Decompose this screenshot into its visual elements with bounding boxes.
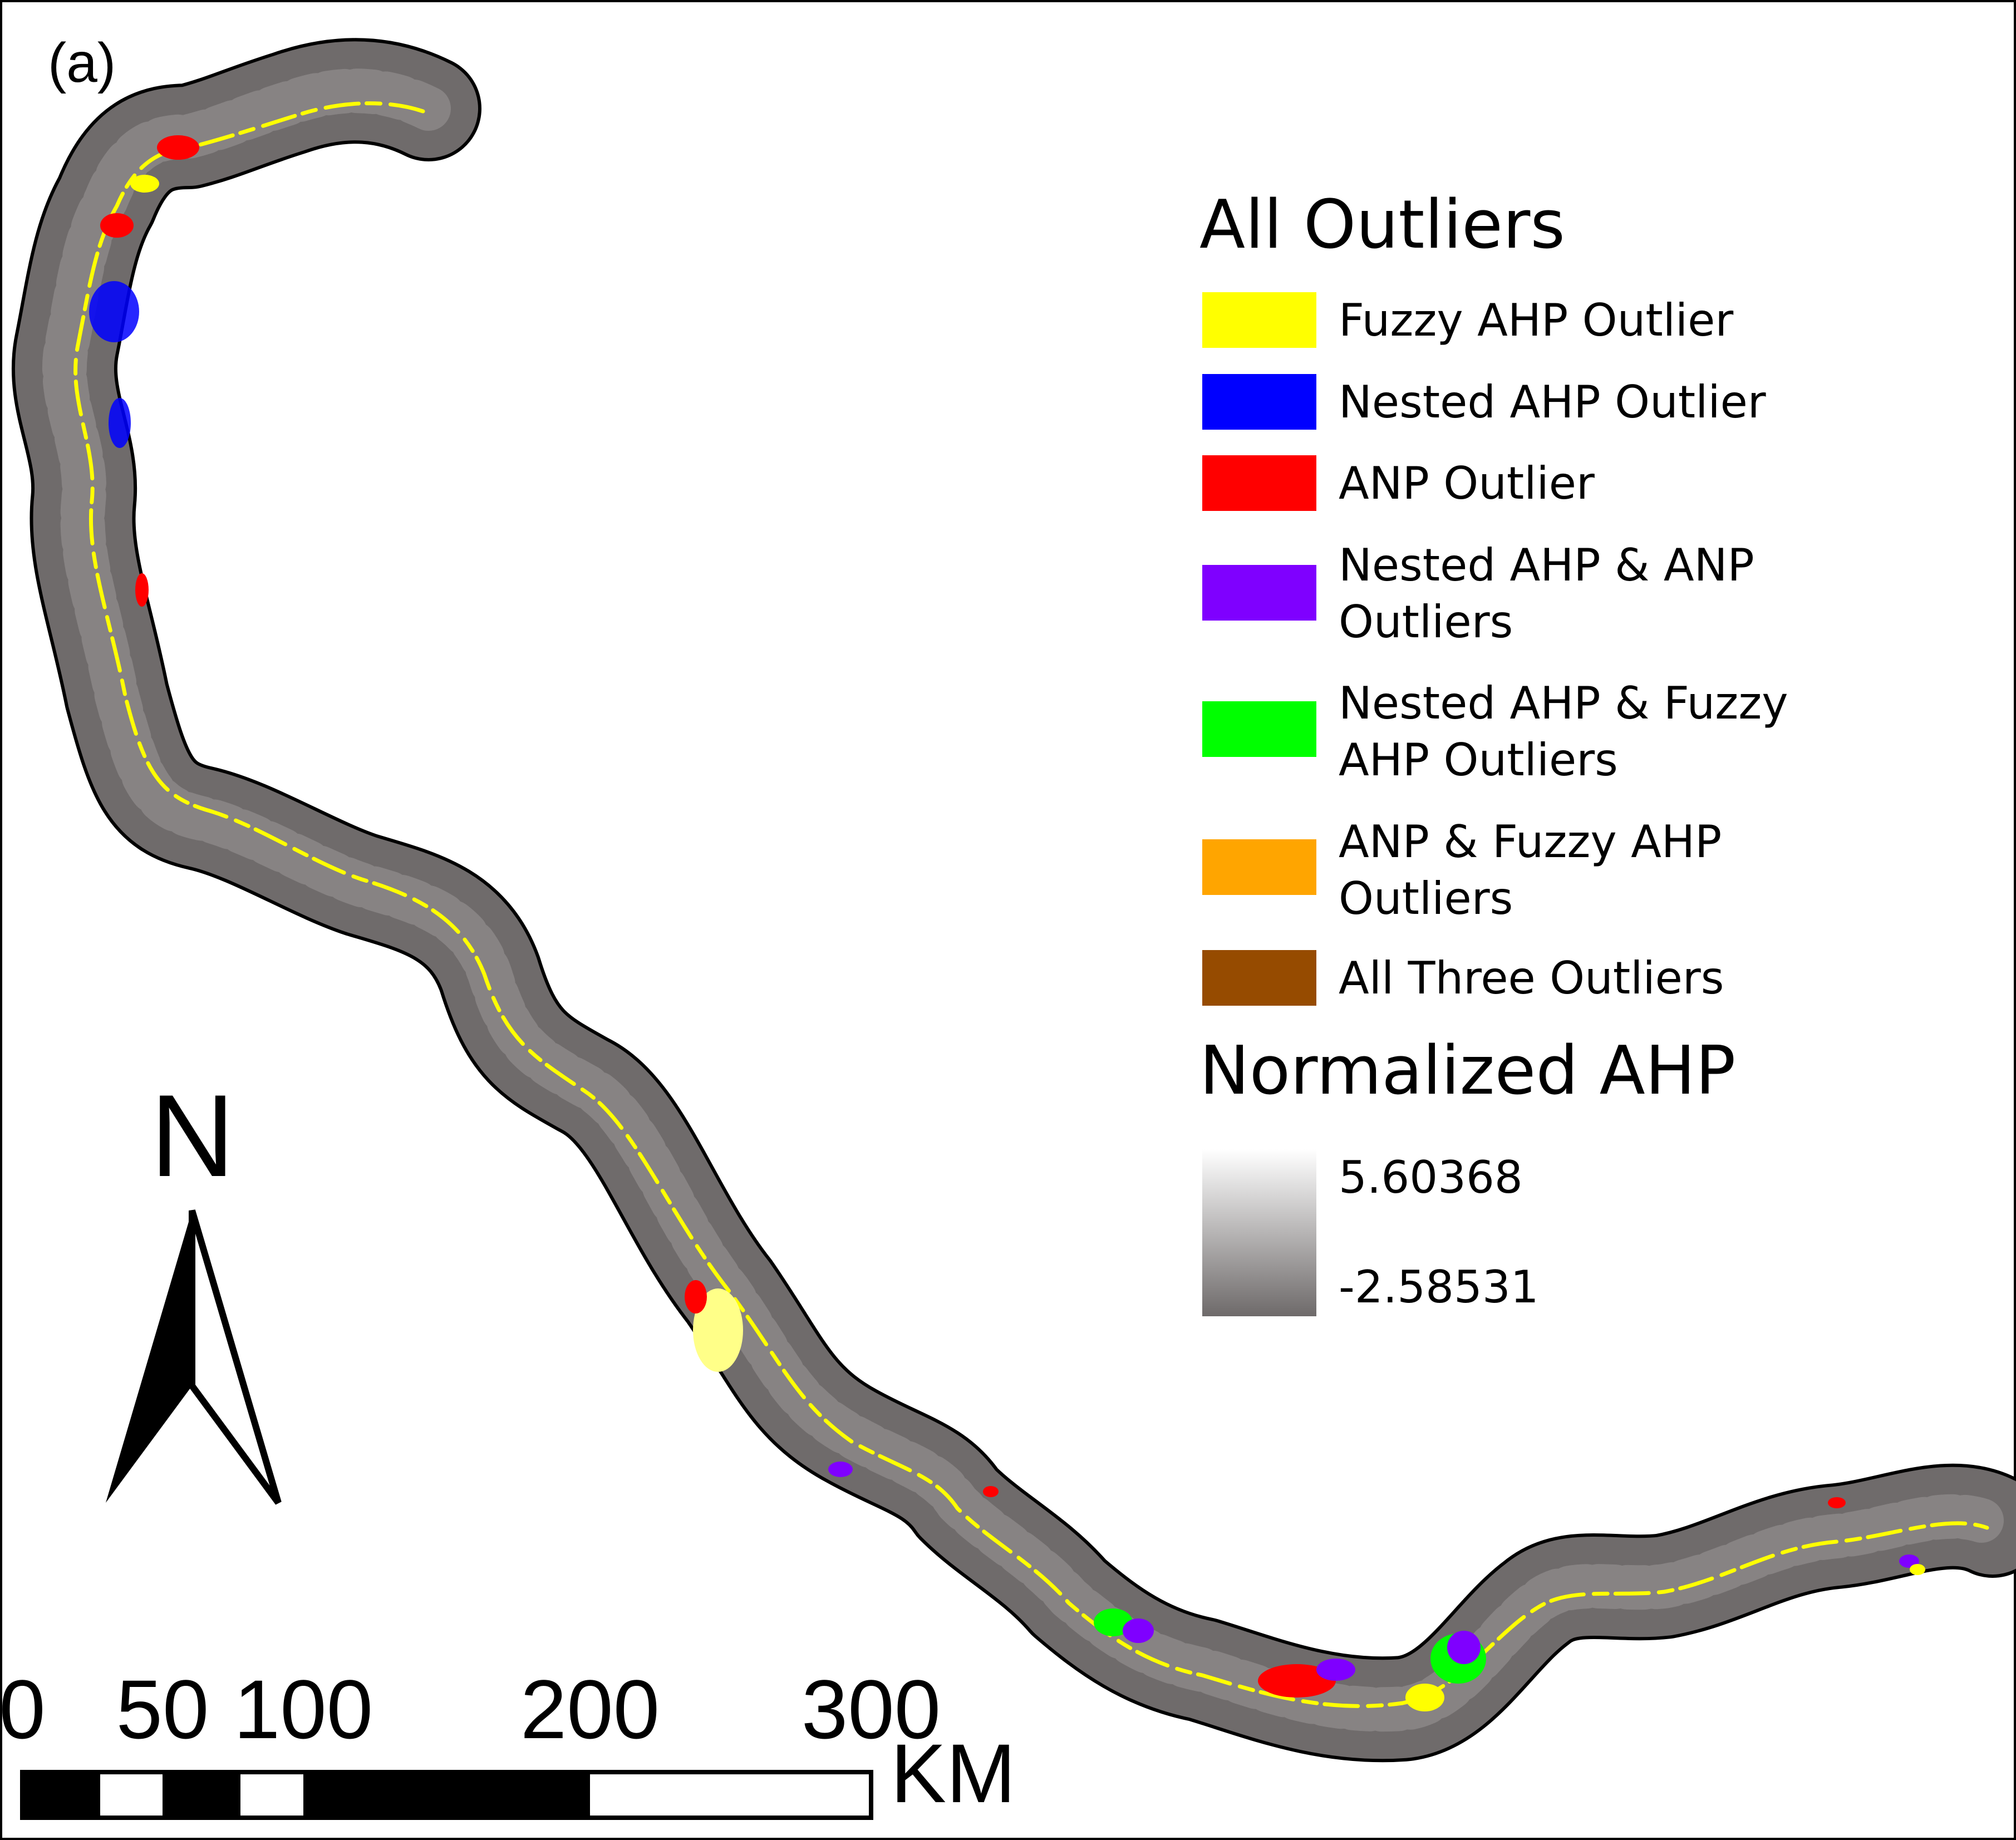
anp-outlier-patch bbox=[1828, 1497, 1846, 1508]
scale-bar-segment bbox=[163, 1772, 240, 1818]
river-corridor-texture bbox=[42, 68, 2015, 1732]
legend-label-nested-anp: Nested AHP & ANP Outliers bbox=[1339, 539, 1754, 648]
legend-swatch-nested-anp bbox=[1202, 565, 1316, 621]
anp-outlier-patch bbox=[157, 135, 199, 160]
north-label: N bbox=[150, 1070, 235, 1201]
legend-swatch-fuzzy-ahp bbox=[1202, 292, 1316, 348]
legend-outliers-title: All Outliers bbox=[1199, 186, 1565, 264]
anp-outlier-patch bbox=[1258, 1664, 1336, 1698]
legend-swatch-nested-ahp bbox=[1202, 374, 1316, 430]
scale-bar-segment bbox=[22, 1772, 100, 1818]
legend-swatch-all-three bbox=[1202, 950, 1316, 1006]
legend-gradient-title: Normalized AHP bbox=[1199, 1032, 1736, 1110]
fuzzy-ahp-outlier-patch bbox=[1405, 1684, 1444, 1711]
panel-label: (a) bbox=[48, 32, 116, 94]
scale-unit-label: KM bbox=[891, 1726, 1016, 1820]
anp-outlier-patch bbox=[685, 1280, 707, 1313]
legend-label-fuzzy-ahp: Fuzzy AHP Outlier bbox=[1339, 294, 1734, 346]
fuzzy-ahp-outlier-patch bbox=[1910, 1564, 1925, 1575]
fuzzy-ahp-outlier-patch bbox=[130, 175, 159, 193]
anp-outlier-patch bbox=[135, 573, 149, 607]
scale-tick-label: 100 bbox=[233, 1662, 373, 1756]
nested-ahp-outlier-patch bbox=[89, 281, 139, 342]
normalized-ahp-gradient bbox=[1202, 1149, 1316, 1316]
legend-label-nested-fuzzy: Nested AHP & Fuzzy AHP Outliers bbox=[1339, 677, 1788, 786]
anp-outlier-patch bbox=[983, 1486, 999, 1497]
nested-anp-outlier-patch bbox=[828, 1462, 853, 1477]
legend-swatch-anp-fuzzy bbox=[1202, 839, 1316, 895]
legend-gradient-min: -2.58531 bbox=[1339, 1261, 1539, 1313]
legend-swatch-anp bbox=[1202, 455, 1316, 511]
legend-gradient-max: 5.60368 bbox=[1339, 1152, 1523, 1203]
legend-label-nested-ahp: Nested AHP Outlier bbox=[1339, 376, 1766, 428]
scale-bar bbox=[20, 1770, 873, 1820]
scale-tick-label: 200 bbox=[520, 1662, 660, 1756]
legend-label-anp: ANP Outlier bbox=[1339, 457, 1595, 509]
north-arrow-icon bbox=[106, 1209, 282, 1505]
legend-label-all-three: All Three Outliers bbox=[1339, 952, 1724, 1004]
outlier-patches bbox=[89, 135, 1925, 1711]
scale-tick-label: 300 bbox=[801, 1662, 941, 1756]
anp-outlier-patch bbox=[100, 213, 134, 238]
nested-anp-outlier-patch bbox=[1447, 1631, 1481, 1664]
legend-swatch-nested-fuzzy bbox=[1202, 701, 1316, 757]
scale-tick-label: 0 bbox=[0, 1662, 46, 1756]
nested-anp-outlier-patch bbox=[1316, 1659, 1355, 1681]
scale-bar-segment bbox=[303, 1772, 590, 1818]
legend-label-anp-fuzzy: ANP & Fuzzy AHP Outliers bbox=[1339, 816, 1722, 924]
fuzzy-ahp-outlier-patch bbox=[693, 1288, 743, 1372]
nested-ahp-outlier-patch bbox=[109, 398, 131, 448]
scale-tick-label: 50 bbox=[116, 1662, 209, 1756]
river-channel bbox=[73, 101, 1989, 1708]
nested-anp-outlier-patch bbox=[1123, 1618, 1154, 1643]
